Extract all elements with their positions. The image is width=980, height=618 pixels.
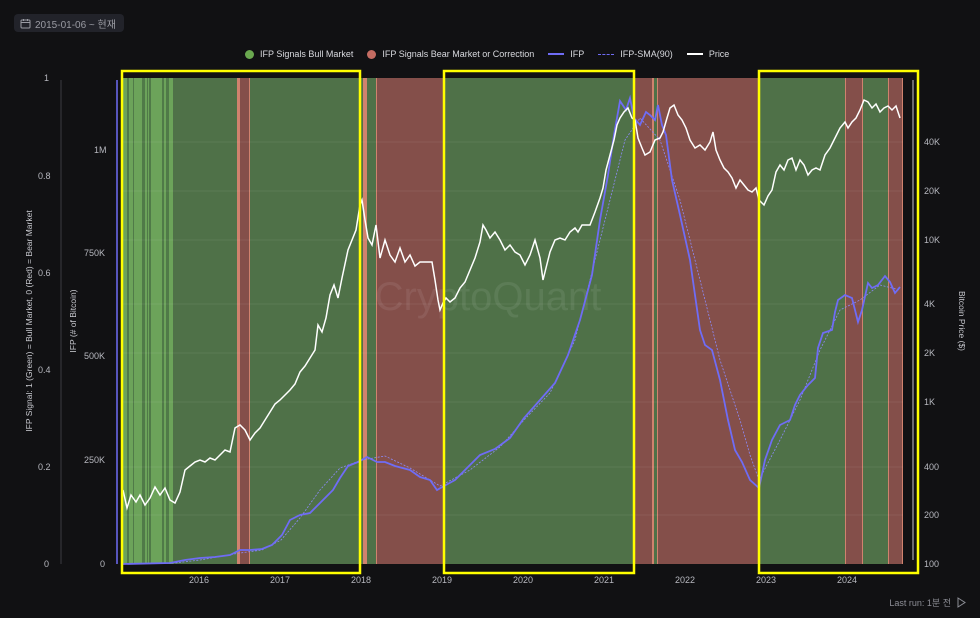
gridlines [123, 141, 903, 516]
ifp-tick: 750K [84, 248, 106, 258]
legend-label: IFP Signals Bear Market or Correction [382, 49, 535, 59]
signal-tick: 0.2 [38, 462, 51, 472]
price-tick: 20K [924, 186, 941, 196]
legend-item-bull[interactable]: IFP Signals Bull Market [245, 49, 353, 59]
last-run-label: Last run: 1분 전 [889, 598, 951, 608]
x-tick: 2017 [270, 575, 291, 585]
legend-item-price[interactable]: Price [686, 49, 730, 59]
signal-bands [123, 78, 903, 564]
highlight-box-2023-2024 [757, 69, 920, 575]
price-tick: 100 [924, 559, 940, 569]
legend-label: Price [708, 49, 730, 59]
signal-tick: 0.4 [38, 365, 51, 375]
price-axis-title: Bitcoin Price ($) [957, 291, 967, 351]
price-line-icon [686, 53, 703, 55]
price-tick: 200 [924, 510, 940, 520]
legend-label: IFP Signals Bull Market [260, 49, 354, 59]
price-tick: 40K [924, 137, 941, 147]
legend-label: IFP [570, 49, 585, 59]
ifp-tick: 1M [94, 145, 107, 155]
x-tick: 2016 [189, 575, 210, 585]
price-tick: 4K [924, 299, 936, 309]
legend-item-ifp-sma[interactable]: IFP-SMA(90) [598, 49, 673, 59]
x-tick: 2024 [837, 575, 858, 585]
last-run-status: Last run: 1분 전 [889, 596, 966, 609]
bear-dot-icon [367, 49, 377, 59]
x-tick: 2018 [351, 575, 372, 585]
play-icon[interactable] [957, 597, 966, 608]
legend-label: IFP-SMA(90) [620, 49, 673, 59]
ifp-tick: 0 [100, 559, 106, 569]
x-tick: 2020 [513, 575, 534, 585]
signal-tick: 0.8 [38, 171, 51, 181]
ifp-tick: 500K [84, 351, 106, 361]
legend-item-ifp[interactable]: IFP [548, 49, 584, 59]
ifp-tick: 250K [84, 455, 106, 465]
highlight-box-2019-2021 [442, 69, 636, 575]
highlight-boxes [120, 69, 920, 575]
price-tick: 1K [924, 397, 936, 407]
price-tick: 400 [924, 462, 940, 472]
x-tick: 2019 [432, 575, 453, 585]
signal-tick: 1 [44, 73, 50, 83]
x-tick: 2022 [675, 575, 696, 585]
highlight-box-2015-2018 [120, 69, 362, 575]
bull-dot-icon [245, 49, 254, 59]
signal-tick: 0.6 [38, 268, 51, 278]
x-tick: 2021 [594, 575, 615, 585]
signal-tick: 0 [44, 559, 50, 569]
date-range-label: 2015-01-06 ~ 현재 [35, 19, 116, 31]
date-range-button[interactable]: 2015-01-06 ~ 현재 [14, 14, 124, 32]
watermark: CryptoQuant [375, 275, 602, 319]
calendar-icon [20, 18, 31, 28]
price-line [122, 98, 901, 511]
price-tick: 2K [924, 348, 936, 358]
x-tick: 2023 [756, 575, 777, 585]
ifp-axis-title: IFP (# of Bitcoin) [68, 289, 78, 353]
legend: IFP Signals Bull Market IFP Signals Bear… [245, 49, 729, 59]
signal-axis-title: IFP Signal: 1 (Green) = Bull Market, 0 (… [24, 210, 34, 432]
ifp-sma-line-icon [598, 53, 615, 55]
legend-item-bear[interactable]: IFP Signals Bear Market or Correction [367, 49, 534, 59]
ifp-line-icon [548, 53, 565, 55]
price-tick: 10K [924, 235, 941, 245]
ifp-line [122, 94, 901, 565]
